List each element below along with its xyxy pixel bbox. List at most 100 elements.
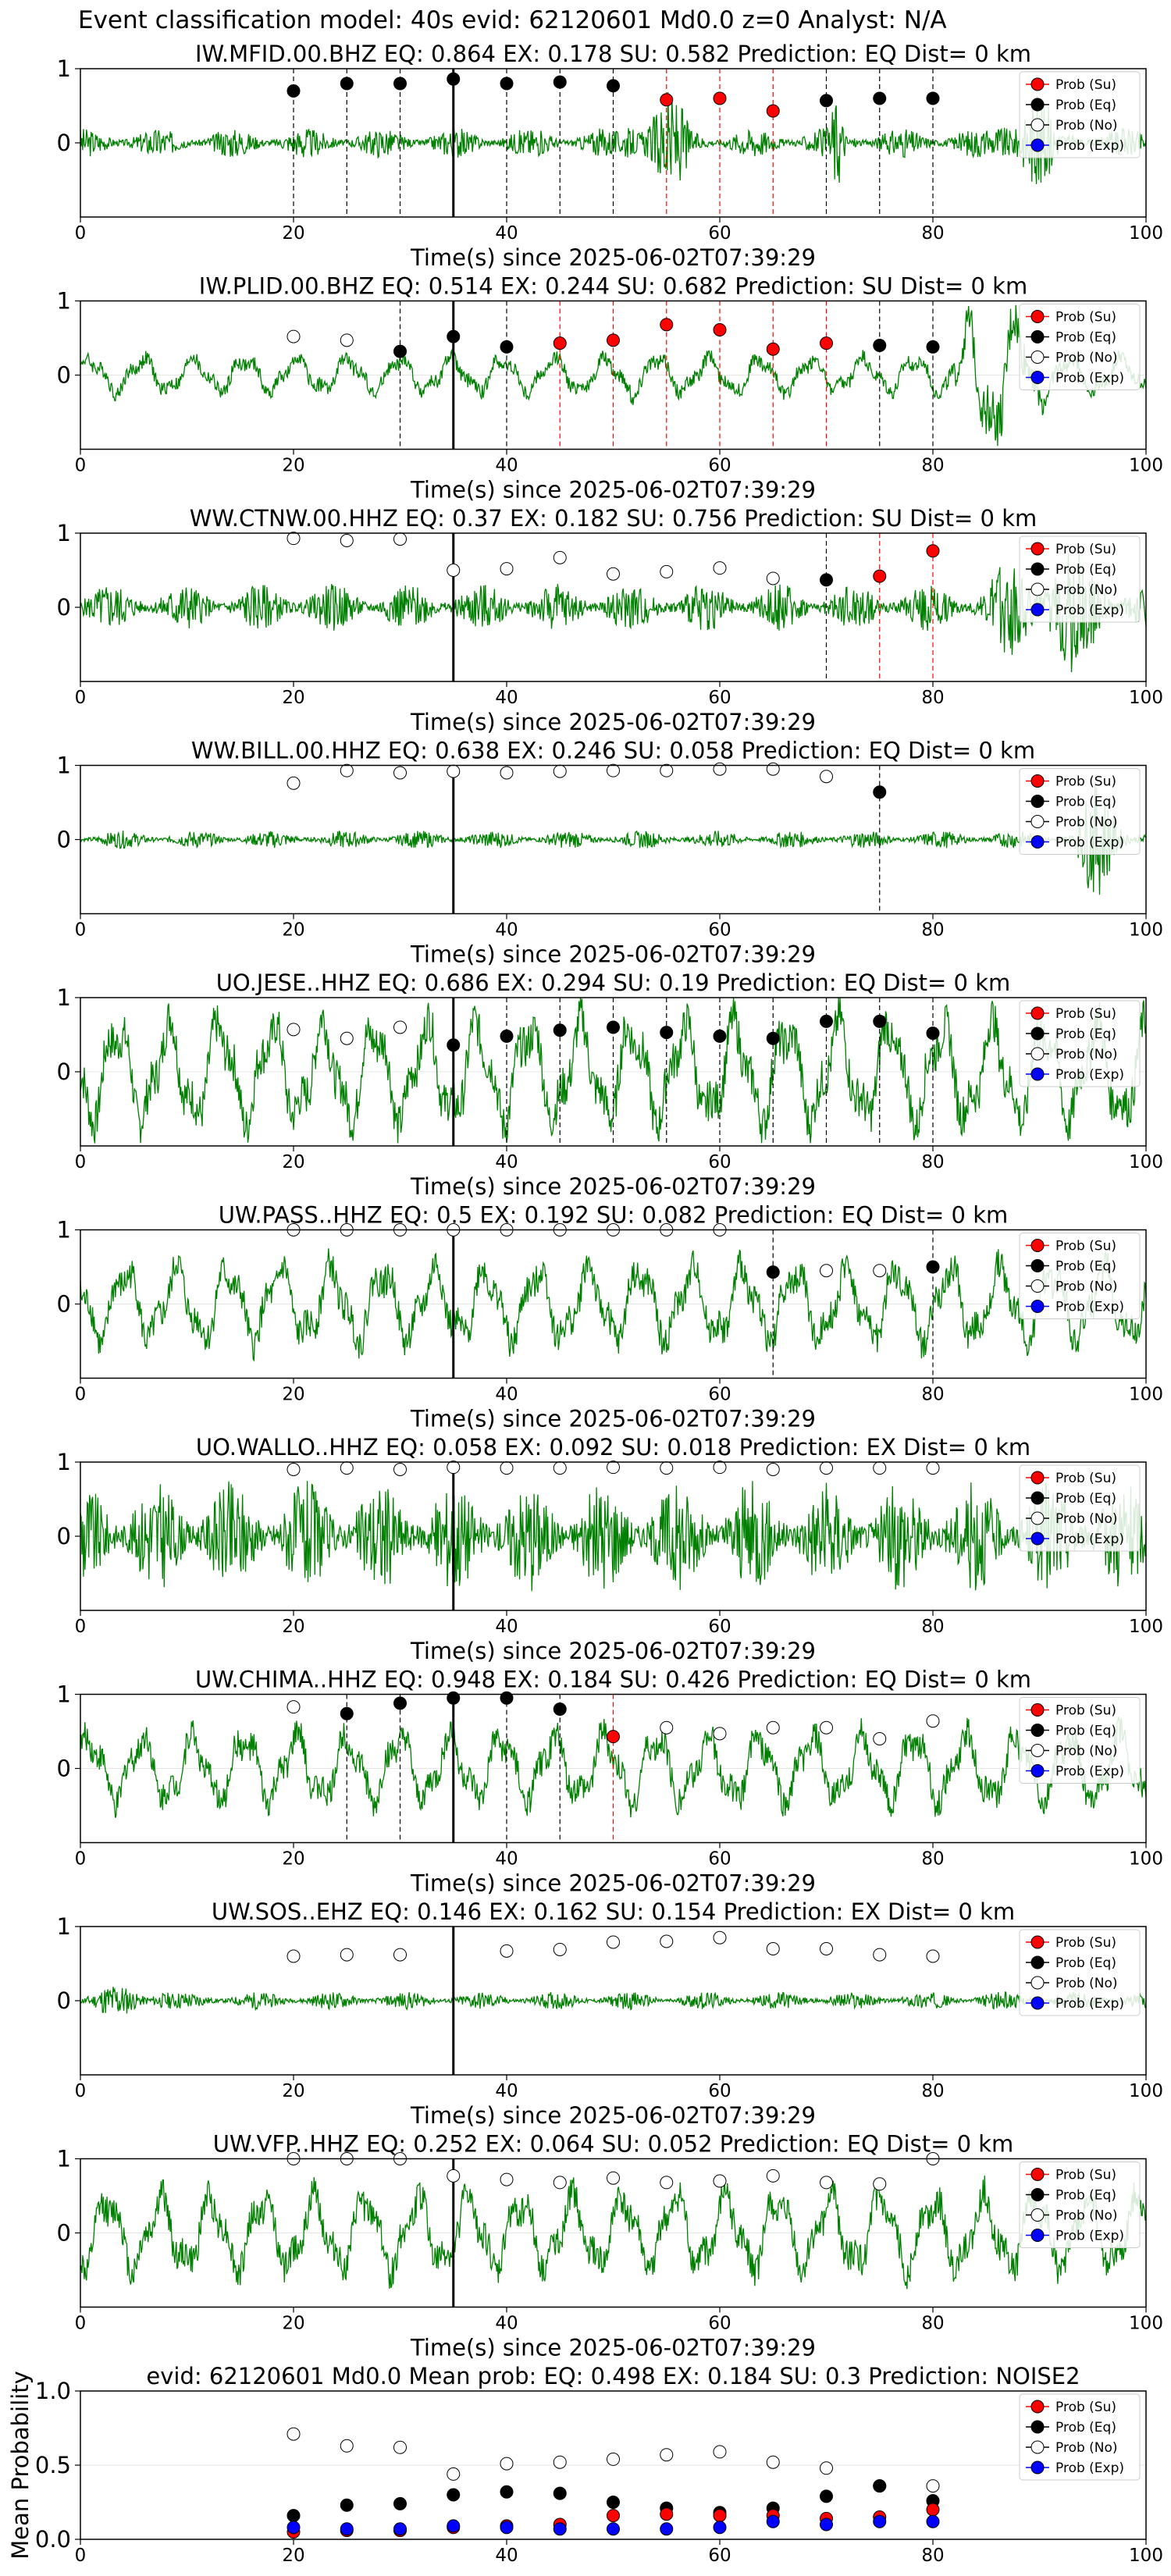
panel-8: UW.CHIMA..HHZ EQ: 0.948 EX: 0.184 SU: 0.… <box>57 1667 1163 1897</box>
x-tick-label: 100 <box>1129 2314 1163 2334</box>
mean-point-exp <box>607 2522 620 2536</box>
mean-point-no <box>393 2440 407 2454</box>
legend-label: Prob (Eq) <box>1055 1026 1116 1042</box>
x-tick-label: 0 <box>75 2546 87 2566</box>
legend-box <box>1019 1000 1141 1087</box>
prob-point-su <box>713 323 727 337</box>
legend-label: Prob (No) <box>1055 2440 1118 2456</box>
x-tick-label: 60 <box>708 456 731 476</box>
panel-title: WW.BILL.00.HHZ EQ: 0.638 EX: 0.246 SU: 0… <box>191 738 1035 764</box>
prob-point-eq <box>340 1706 354 1720</box>
y-tick-label: 0 <box>57 1523 71 1550</box>
legend-label: Prob (No) <box>1055 2208 1118 2224</box>
mean-point-eq <box>873 2479 887 2493</box>
waveform-trace <box>80 1248 1147 1362</box>
prob-point-eq <box>447 72 461 86</box>
prob-point-no <box>766 762 780 776</box>
prob-point-no <box>660 1720 674 1735</box>
mean-point-eq <box>287 2509 301 2523</box>
x-tick-label: 20 <box>282 688 304 708</box>
prob-point-no <box>820 1720 833 1735</box>
prob-point-eq <box>873 339 887 352</box>
prob-point-eq <box>713 1029 727 1043</box>
prob-point-no <box>287 1700 301 1714</box>
x-tick-label: 20 <box>282 2314 304 2334</box>
prob-point-su <box>660 93 674 107</box>
prob-point-no <box>340 1948 354 1962</box>
x-tick-label: 0 <box>75 1385 87 1405</box>
prob-point-no <box>287 532 301 546</box>
prob-point-no <box>500 562 514 576</box>
x-tick-label: 80 <box>921 688 944 708</box>
prob-point-no <box>447 564 461 577</box>
prob-point-eq <box>607 79 620 93</box>
prob-point-no <box>873 1264 887 1278</box>
prob-point-eq <box>500 1029 514 1043</box>
panel-title: UO.WALLO..HHZ EQ: 0.058 EX: 0.092 SU: 0.… <box>196 1434 1030 1461</box>
y-tick-label: 0 <box>57 362 71 389</box>
x-tick-label: 40 <box>495 2314 518 2334</box>
x-tick-label: 40 <box>495 2081 518 2101</box>
prob-point-no <box>873 1732 887 1745</box>
waveform-trace <box>80 1987 1147 2014</box>
x-tick-label: 100 <box>1129 2546 1163 2566</box>
x-tick-label: 40 <box>495 223 518 244</box>
panel-2: IW.PLID.00.BHZ EQ: 0.514 EX: 0.244 SU: 0… <box>57 273 1163 503</box>
prob-point-eq <box>766 1031 780 1045</box>
legend-label: Prob (Eq) <box>1055 330 1116 346</box>
panel-3: WW.CTNW.00.HHZ EQ: 0.37 EX: 0.182 SU: 0.… <box>57 505 1163 735</box>
x-tick-label: 40 <box>495 456 518 476</box>
x-tick-label: 0 <box>75 1849 87 1870</box>
legend-marker-no <box>1030 1511 1045 1525</box>
x-tick-label: 100 <box>1129 1385 1163 1405</box>
x-tick-label: 20 <box>282 1849 304 1870</box>
panel-6: UW.PASS..HHZ EQ: 0.5 EX: 0.192 SU: 0.082… <box>57 1202 1163 1432</box>
waveform-trace <box>80 304 1147 447</box>
legend-marker-su <box>1030 1935 1045 1949</box>
prob-point-su <box>820 336 833 350</box>
prob-point-su <box>607 1730 620 1744</box>
x-tick-label: 20 <box>282 2546 304 2566</box>
mean-point-exp <box>766 2514 780 2528</box>
x-tick-label: 40 <box>495 1617 518 1637</box>
x-tick-label: 80 <box>921 1617 944 1637</box>
x-tick-label: 0 <box>75 1617 87 1637</box>
mean-point-exp <box>393 2522 407 2536</box>
legend-marker-no <box>1030 1976 1045 1990</box>
legend-label: Prob (Exp) <box>1055 138 1124 154</box>
x-axis-label: Time(s) since 2025-06-02T07:39:29 <box>410 1406 816 1432</box>
legend-label: Prob (No) <box>1055 582 1118 598</box>
x-tick-label: 40 <box>495 920 518 941</box>
x-tick-label: 60 <box>708 920 731 941</box>
x-tick-label: 80 <box>921 2081 944 2101</box>
x-axis-label: Time(s) since 2025-06-02T07:39:29 <box>410 244 816 271</box>
x-tick-label: 0 <box>75 223 87 244</box>
prob-point-no <box>660 1934 674 1948</box>
panel-1: IW.MFID.00.BHZ EQ: 0.864 EX: 0.178 SU: 0… <box>57 41 1163 271</box>
prob-point-no <box>713 1461 727 1475</box>
mean-point-exp <box>287 2521 301 2535</box>
legend-box <box>1019 2161 1141 2248</box>
mean-point-eq <box>340 2498 354 2512</box>
prob-point-eq <box>926 1260 940 1274</box>
panel-title: UW.SOS..EHZ EQ: 0.146 EX: 0.162 SU: 0.15… <box>212 1898 1015 1925</box>
prob-point-no <box>820 1942 833 1955</box>
y-tick-label: 0 <box>57 594 71 621</box>
legend-marker-eq <box>1030 1491 1045 1505</box>
legend-label: Prob (Exp) <box>1055 1300 1124 1315</box>
mean-point-exp <box>553 2522 567 2536</box>
legend-label: Prob (No) <box>1055 1511 1118 1527</box>
mean-point-exp <box>820 2517 833 2532</box>
legend-marker-exp <box>1030 371 1045 384</box>
prob-point-no <box>447 2169 461 2183</box>
prob-point-no <box>340 534 354 547</box>
prob-point-no <box>340 1461 354 1475</box>
panel-5: UO.JESE..HHZ EQ: 0.686 EX: 0.294 SU: 0.1… <box>57 970 1163 1200</box>
legend-label: Prob (Eq) <box>1055 1724 1116 1739</box>
legend-marker-exp <box>1030 1532 1045 1546</box>
mean-point-no <box>660 2448 674 2462</box>
prob-point-su <box>607 333 620 347</box>
prob-point-eq <box>393 76 407 91</box>
legend-marker-no <box>1030 2208 1045 2222</box>
legend-marker-exp <box>1030 138 1045 152</box>
